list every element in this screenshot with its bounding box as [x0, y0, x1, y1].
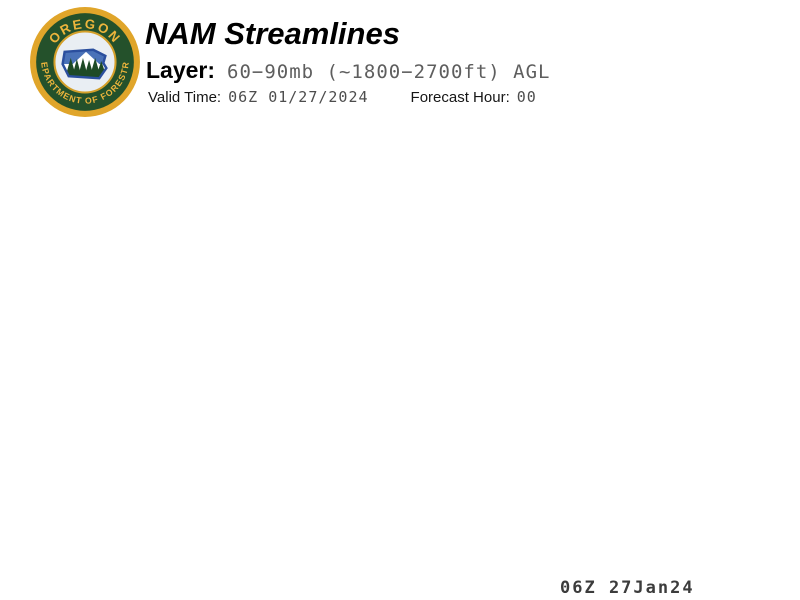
- forecast-hour-value: 00: [516, 88, 537, 106]
- page-title: NAM Streamlines: [145, 16, 400, 51]
- forecast-hour-label: Forecast Hour:: [410, 89, 510, 106]
- layer-label: Layer:: [146, 57, 216, 83]
- valid-time-label: Valid Time:: [148, 89, 222, 106]
- wind-speed-legend: [12, 140, 84, 512]
- streamline-map: [85, 128, 717, 577]
- logo-state-outline: [61, 48, 108, 80]
- layer-row: Layer: 60−90mb (~1800−2700ft) AGL: [146, 57, 550, 84]
- map-timestamp: 06Z 27Jan24: [560, 578, 695, 598]
- layer-value: 60−90mb (~1800−2700ft) AGL: [227, 61, 551, 83]
- time-row: Valid Time: 06Z 01/27/2024 Forecast Hour…: [148, 88, 537, 106]
- odf-logo: OREGON DEPARTMENT OF FORESTRY: [28, 5, 140, 117]
- logo-state-scene: [62, 49, 107, 79]
- valid-time-value: 06Z 01/27/2024: [228, 88, 369, 106]
